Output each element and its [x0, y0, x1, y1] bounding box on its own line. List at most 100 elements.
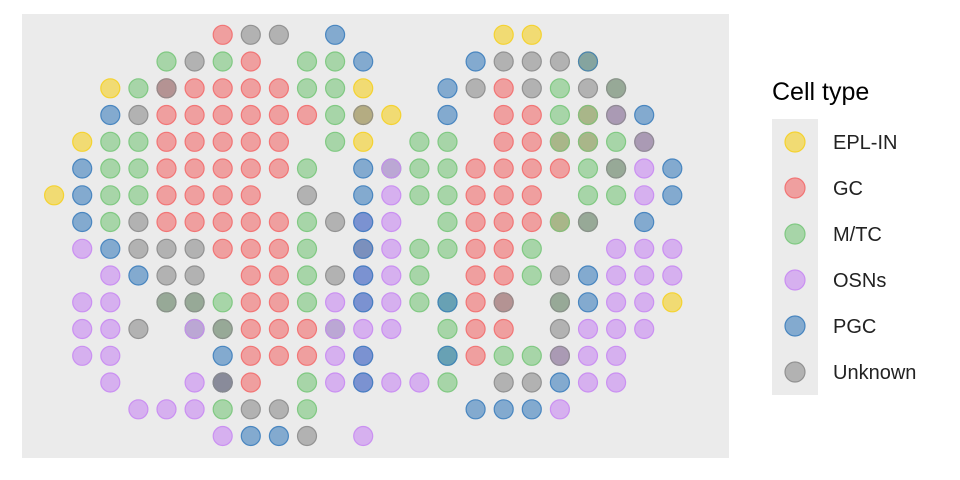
point-pgc	[635, 106, 654, 125]
point-gc	[241, 213, 260, 232]
legend-label-epl-in: EPL-IN	[833, 132, 897, 154]
point-osns	[382, 266, 401, 285]
point-m-tc	[579, 106, 598, 125]
point-m-tc	[129, 159, 148, 178]
point-pgc	[438, 293, 457, 312]
point-osns	[73, 239, 92, 258]
point-osns	[382, 186, 401, 205]
point-unknown	[157, 239, 176, 258]
point-osns	[382, 239, 401, 258]
point-pgc	[73, 186, 92, 205]
point-osns	[635, 239, 654, 258]
point-gc	[466, 239, 485, 258]
legend-key-m-tc	[785, 224, 805, 244]
point-epl-in	[382, 106, 401, 125]
point-pgc	[354, 293, 373, 312]
point-m-tc	[101, 132, 120, 151]
point-m-tc	[129, 186, 148, 205]
point-pgc	[579, 266, 598, 285]
point-pgc	[241, 427, 260, 446]
point-m-tc	[579, 159, 598, 178]
point-gc	[522, 159, 541, 178]
point-gc	[269, 320, 288, 339]
point-osns	[579, 346, 598, 365]
point-m-tc	[298, 400, 317, 419]
point-osns	[101, 266, 120, 285]
point-pgc	[438, 106, 457, 125]
point-gc	[298, 346, 317, 365]
point-m-tc	[298, 159, 317, 178]
point-osns	[73, 320, 92, 339]
point-gc	[185, 186, 204, 205]
legend-label-pgc: PGC	[833, 316, 876, 338]
point-m-tc	[438, 213, 457, 232]
point-unknown	[607, 106, 626, 125]
point-gc	[185, 79, 204, 98]
point-osns	[326, 293, 345, 312]
point-gc	[269, 213, 288, 232]
point-osns	[382, 213, 401, 232]
legend-label-m-tc: M/TC	[833, 224, 882, 246]
point-osns	[607, 373, 626, 392]
point-gc	[466, 293, 485, 312]
point-gc	[269, 266, 288, 285]
point-m-tc	[579, 186, 598, 205]
point-gc	[241, 132, 260, 151]
point-gc	[241, 320, 260, 339]
point-unknown	[522, 52, 541, 71]
point-unknown	[157, 266, 176, 285]
point-gc	[466, 213, 485, 232]
point-m-tc	[326, 52, 345, 71]
point-pgc	[129, 266, 148, 285]
point-osns	[607, 293, 626, 312]
point-gc	[269, 159, 288, 178]
legend-key-pgc	[785, 316, 805, 336]
point-unknown	[550, 346, 569, 365]
legend-key-osns	[785, 270, 805, 290]
point-m-tc	[326, 79, 345, 98]
point-m-tc	[410, 132, 429, 151]
point-osns	[607, 346, 626, 365]
point-pgc	[213, 346, 232, 365]
point-osns	[635, 186, 654, 205]
point-gc	[494, 320, 513, 339]
point-gc	[494, 79, 513, 98]
point-pgc	[269, 427, 288, 446]
point-unknown	[241, 400, 260, 419]
point-m-tc	[326, 106, 345, 125]
point-pgc	[466, 52, 485, 71]
point-osns	[579, 320, 598, 339]
point-epl-in	[522, 25, 541, 44]
point-gc	[157, 159, 176, 178]
point-unknown	[269, 400, 288, 419]
point-pgc	[635, 213, 654, 232]
point-gc	[269, 132, 288, 151]
point-gc	[213, 186, 232, 205]
point-m-tc	[101, 213, 120, 232]
point-m-tc	[607, 132, 626, 151]
point-m-tc	[213, 52, 232, 71]
point-epl-in	[354, 132, 373, 151]
point-gc	[522, 186, 541, 205]
point-pgc	[522, 400, 541, 419]
point-osns	[157, 400, 176, 419]
point-osns	[635, 266, 654, 285]
point-unknown	[157, 293, 176, 312]
point-unknown	[185, 52, 204, 71]
point-osns	[326, 373, 345, 392]
point-gc	[466, 266, 485, 285]
point-gc	[185, 106, 204, 125]
point-m-tc	[101, 159, 120, 178]
point-osns	[73, 346, 92, 365]
point-unknown	[213, 373, 232, 392]
point-gc	[269, 79, 288, 98]
point-osns	[663, 239, 682, 258]
point-pgc	[663, 186, 682, 205]
point-unknown	[550, 293, 569, 312]
point-unknown	[550, 52, 569, 71]
point-osns	[185, 400, 204, 419]
point-gc	[466, 186, 485, 205]
point-m-tc	[550, 213, 569, 232]
point-epl-in	[354, 79, 373, 98]
